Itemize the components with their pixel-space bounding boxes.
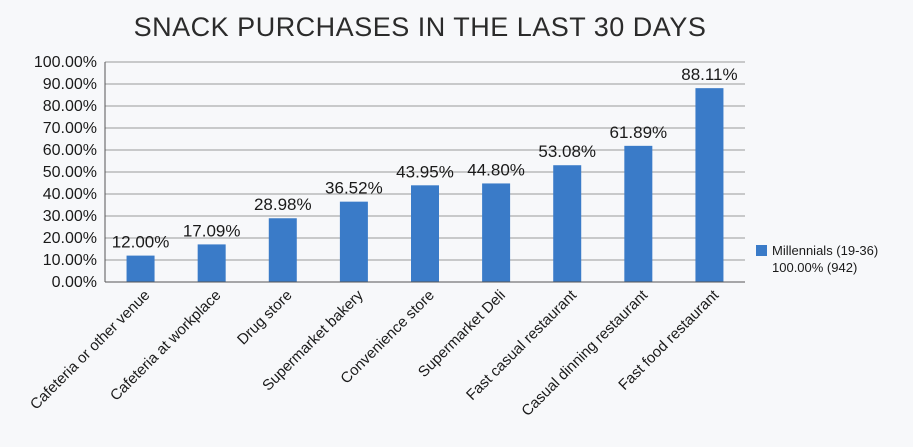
y-tick-label: 30.00% [43,208,97,225]
data-label: 88.11% [681,65,737,84]
data-label: 44.80% [467,160,525,179]
gridlines [105,61,745,261]
data-label: 43.95% [396,162,454,181]
y-tick-label: 50.00% [43,164,97,181]
y-tick-label: 20.00% [43,230,97,247]
y-tick-label: 80.00% [43,98,97,115]
y-tick-label: 60.00% [43,142,97,159]
y-tick-label: 100.00% [34,54,97,71]
bar [339,201,368,282]
y-axis-ticks: 0.00% 10.00% 20.00% 30.00% 40.00% 50.00% 60.00… [34,54,97,291]
data-label: 61.89% [609,123,667,142]
bar [411,185,439,282]
bar [482,183,511,282]
data-label: 36.52% [325,179,383,198]
x-category-label: Drug store [234,287,296,349]
data-label: 12.00% [112,233,170,252]
y-tick-label: 0.00% [52,274,97,291]
legend: Millennials (19-36) 100.00% (942) [756,243,878,275]
y-tick-label: 90.00% [43,76,97,93]
y-tick-label: 70.00% [43,120,97,137]
bar [624,145,653,282]
y-tick-label: 40.00% [43,186,97,203]
data-label: 17.09% [183,221,241,240]
data-label: 28.98% [254,195,312,214]
bars [126,88,724,283]
bar [695,88,724,283]
bar [268,218,297,282]
legend-series-subtitle: 100.00% (942) [772,260,857,275]
chart-title: SNACK PURCHASES IN THE LAST 30 DAYS [134,12,707,42]
bar [126,255,155,282]
y-tick-label: 10.00% [43,252,97,269]
x-category-label: Casual dinning restaurant [518,286,651,419]
data-label: 53.08% [538,142,596,161]
bar [197,244,226,282]
bar [553,165,582,282]
legend-swatch [756,245,767,256]
legend-series-name: Millennials (19-36) [772,243,878,258]
data-labels: 12.00% 17.09% 28.98% 36.52% 43.95% 44.80% 53.0… [112,65,738,251]
x-category-label: Cafeteria or other venue [27,287,153,413]
